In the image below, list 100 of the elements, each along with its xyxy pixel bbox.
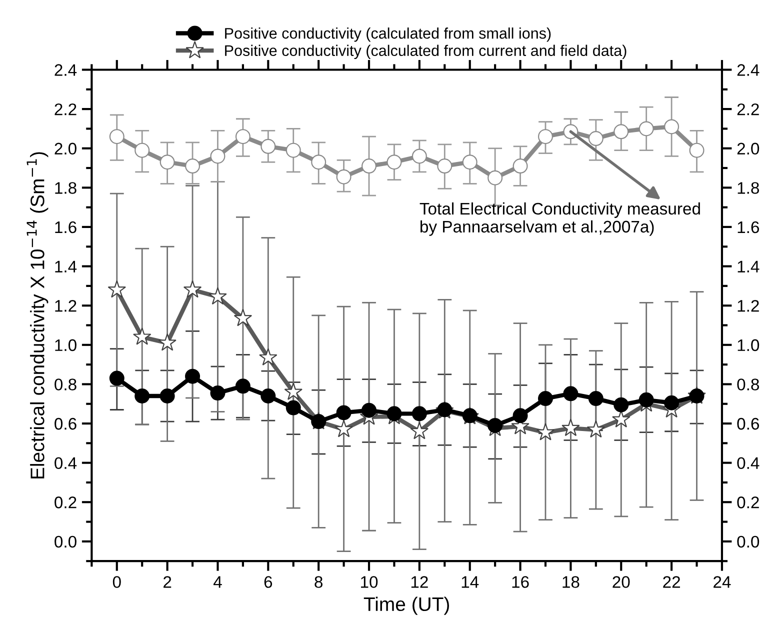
point: [689, 142, 704, 158]
point: [208, 287, 227, 305]
x-tick-label: 10: [361, 576, 378, 588]
point: [108, 280, 126, 298]
x-tick-label: 2: [164, 576, 172, 588]
point: [588, 131, 604, 146]
point: [185, 158, 200, 174]
y2-tick-label: 1.6: [738, 221, 759, 234]
point: [512, 158, 528, 174]
point: [259, 348, 278, 366]
point: [311, 154, 326, 170]
point: [260, 138, 276, 154]
point: [386, 154, 402, 170]
y2-tick-label: 0.8: [737, 378, 760, 390]
y2-tick-label: 0.6: [737, 418, 759, 430]
y-tick-label: 0.4: [54, 457, 77, 470]
point: [664, 119, 680, 134]
point: [614, 124, 629, 140]
y2-tick-label: 2.4: [737, 64, 760, 76]
point: [284, 382, 303, 400]
point: [614, 397, 629, 412]
legend-label: Positive conductivity (calculated from small ions): [225, 28, 551, 42]
point: [412, 148, 427, 164]
x-axis-title: Time (UT): [364, 596, 449, 615]
y-tick-label: 2.0: [54, 142, 76, 155]
point: [109, 370, 124, 386]
point: [336, 405, 352, 420]
point: [235, 378, 250, 394]
x-tick-label: 6: [264, 576, 272, 588]
point: [664, 395, 680, 410]
point: [336, 169, 352, 184]
point: [210, 386, 226, 401]
y-axis-title: Electrical conductivity X 10$^{−14}$ (Sm$^{−1}$): [26, 152, 48, 478]
point: [437, 158, 452, 174]
point: [612, 410, 630, 428]
y-tick-label: 1.4: [55, 260, 77, 272]
y-tick-label: 0.6: [54, 418, 76, 430]
y-tick-label: 2.2: [54, 103, 76, 116]
y2-tick-label: 2.0: [737, 142, 760, 155]
y2-tick-label: 0.0: [737, 536, 760, 548]
point: [638, 392, 654, 408]
point: [260, 388, 276, 404]
point: [109, 129, 124, 144]
point: [538, 391, 553, 406]
point: [134, 142, 150, 158]
point: [538, 129, 553, 144]
annotation: Total Electrical Conductivity measured by Pannaarselvam et al.,2007a): [420, 202, 700, 236]
x-tick-label: 8: [314, 576, 322, 588]
point: [210, 148, 226, 164]
point: [563, 386, 578, 402]
point: [562, 418, 580, 436]
point: [386, 406, 402, 422]
point: [412, 406, 427, 422]
point: [185, 368, 200, 384]
y-tick-label: 1.8: [55, 182, 76, 194]
y2-tick-label: 1.4: [738, 260, 760, 272]
point: [488, 418, 503, 433]
x-tick-label: 0: [112, 576, 121, 588]
point: [638, 121, 654, 136]
point: [488, 170, 503, 186]
y2-tick-label: 2.2: [737, 103, 759, 116]
point: [588, 391, 604, 406]
point: [462, 154, 478, 170]
point: [160, 388, 175, 404]
point: [362, 158, 377, 174]
point: [362, 402, 377, 418]
y-tick-label: 1.2: [55, 300, 76, 312]
x-tick-label: 16: [512, 576, 529, 588]
y2-tick-label: 1.2: [738, 300, 759, 312]
x-tick-label: 18: [562, 576, 580, 588]
point: [586, 420, 606, 438]
point: [311, 414, 326, 430]
point: [132, 327, 152, 345]
point: [158, 333, 176, 351]
x-tick-label: 14: [462, 576, 479, 588]
point: [134, 388, 150, 404]
point: [160, 154, 175, 170]
x-tick-label: 20: [612, 576, 630, 588]
point: [410, 422, 429, 440]
y-tick-label: 1.0: [55, 339, 76, 352]
x-tick-label: 12: [411, 576, 428, 588]
y-tick-label: 1.6: [55, 221, 76, 234]
point: [286, 142, 301, 158]
point: [234, 308, 252, 326]
y2-tick-label: 0.4: [737, 457, 760, 470]
point: [536, 422, 555, 440]
y2-tick-label: 1.0: [738, 339, 760, 352]
y-tick-label: 0.2: [54, 496, 76, 508]
point: [183, 280, 202, 298]
x-tick-label: 22: [663, 576, 680, 588]
x-tick-label: 24: [714, 576, 731, 588]
legend-label: Positive conductivity (calculated from current and field data): [225, 44, 626, 60]
point: [512, 408, 528, 424]
y2-tick-label: 1.8: [738, 182, 760, 194]
y-tick-label: 2.4: [54, 64, 77, 76]
y-tick-label: 0.8: [54, 378, 76, 390]
y2-tick-label: 0.2: [737, 496, 759, 508]
y-tick-label: 0.0: [54, 536, 76, 548]
point: [334, 420, 353, 438]
point: [235, 129, 250, 144]
